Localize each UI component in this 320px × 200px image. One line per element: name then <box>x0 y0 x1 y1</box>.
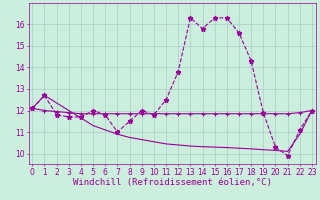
X-axis label: Windchill (Refroidissement éolien,°C): Windchill (Refroidissement éolien,°C) <box>73 178 272 187</box>
